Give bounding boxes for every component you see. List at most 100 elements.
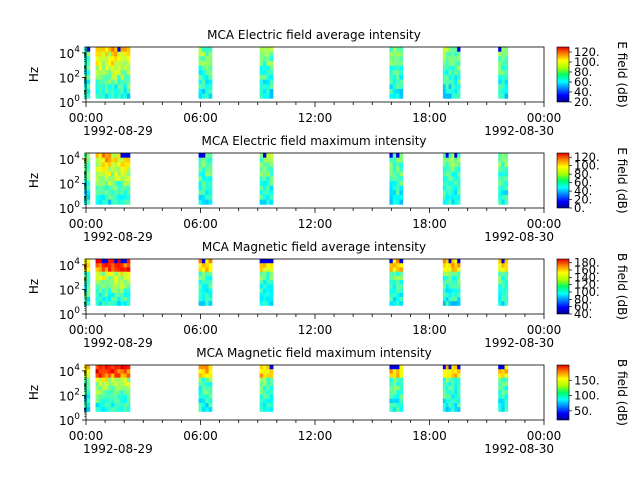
spectrogram-cell: [498, 60, 502, 67]
spectrogram-cell: [445, 88, 449, 95]
spectrogram-cell: [123, 185, 128, 191]
spectrogram-cell: [108, 288, 112, 294]
spectrogram-cell: [114, 407, 118, 412]
spectrogram-cell: [504, 390, 509, 395]
spectrogram-cell: [114, 288, 118, 294]
spectrogram-cell: [389, 166, 394, 173]
spectrogram-cell: [114, 176, 118, 182]
spectrogram-cell: [389, 153, 394, 159]
spectrogram-cell: [95, 162, 100, 168]
spectrogram-cell: [208, 259, 213, 264]
spectrogram-cell: [98, 275, 103, 281]
spectrogram-cell: [123, 166, 128, 173]
spectrogram-cell: [454, 56, 458, 62]
spectrogram-cell: [442, 373, 447, 379]
spectrogram-cell: [266, 365, 271, 370]
spectrogram-cell: [442, 51, 447, 57]
spectrogram-cell: [263, 275, 267, 281]
spectrogram-cell: [117, 377, 121, 383]
spectrogram-cell: [123, 373, 128, 379]
spectrogram-cell: [111, 292, 115, 298]
spectrogram-cell: [98, 176, 103, 182]
spectrogram-cell: [445, 162, 449, 168]
spectrogram-cell: [104, 369, 109, 374]
spectrogram-cell: [120, 284, 125, 289]
spectrogram-cell: [86, 162, 91, 168]
spectrogram-cell: [457, 190, 461, 196]
spectrogram-cell: [111, 153, 115, 159]
spectrogram-cell: [120, 275, 125, 281]
spectrogram-cell: [120, 365, 125, 370]
spectrogram-cell: [396, 84, 400, 90]
spectrogram-cell: [392, 180, 397, 187]
spectrogram-cell: [117, 153, 121, 159]
spectrogram-cell: [111, 162, 115, 168]
spectrogram-cell: [448, 365, 452, 370]
spectrogram-cell: [451, 267, 455, 273]
spectrogram-cell: [442, 162, 447, 168]
spectrogram-cell: [399, 93, 404, 99]
spectrogram-cell: [259, 176, 264, 182]
spectrogram-cell: [117, 381, 121, 387]
spectrogram-cell: [104, 292, 109, 298]
spectrogram-cell: [208, 284, 213, 289]
spectrogram-cell: [104, 185, 109, 191]
spectrogram-cell: [269, 394, 274, 400]
colorbar-tick-label: 20.: [574, 193, 592, 207]
spectrogram-cell: [389, 292, 394, 298]
spectrogram-cell: [263, 153, 267, 159]
spectrogram-cell: [117, 88, 121, 95]
spectrogram-cell: [454, 301, 458, 306]
spectrogram-cell: [114, 190, 118, 196]
colorbar-tick-label: 0.: [574, 201, 585, 215]
spectrogram-cell: [120, 79, 125, 85]
spectrogram-cell: [123, 292, 128, 298]
spectrogram-cell: [269, 398, 274, 404]
spectrogram-cell: [263, 194, 267, 201]
spectrogram-cell: [269, 51, 274, 57]
spectrogram-cell: [451, 56, 455, 62]
spectrogram-cell: [269, 292, 274, 298]
spectrogram-cell: [445, 369, 449, 374]
spectrogram-cell: [504, 47, 509, 53]
spectrogram-cell: [269, 84, 274, 90]
spectrogram-cell: [498, 386, 502, 391]
spectrogram-cell: [208, 84, 213, 90]
spectrogram-cell: [498, 280, 502, 285]
spectrogram-cell: [95, 157, 100, 163]
spectrogram-cell: [123, 157, 128, 163]
spectrogram-cell: [389, 365, 394, 370]
spectrogram-cell: [259, 157, 264, 163]
spectrogram-cell: [451, 47, 455, 53]
spectrogram-cell: [389, 194, 394, 201]
spectrogram-cell: [263, 267, 267, 273]
spectrogram-cell: [108, 301, 112, 306]
spectrogram-cell: [117, 56, 121, 62]
spectrogram-cell: [396, 176, 400, 182]
spectrogram-cell: [498, 84, 502, 90]
spectrogram-cell: [86, 176, 91, 182]
spectrogram-cell: [445, 301, 449, 306]
spectrogram-cell: [104, 386, 109, 391]
spectrogram-cell: [208, 288, 213, 294]
spectrogram-cell: [269, 301, 274, 306]
spectrogram-cell: [201, 47, 206, 53]
spectrogram-cell: [396, 365, 400, 370]
x-tick-label: 06:00: [183, 429, 218, 443]
spectrogram-cell: [208, 394, 213, 400]
spectrogram-cell: [269, 88, 274, 95]
spectrogram-cell: [501, 79, 505, 85]
spectrogram-cell: [504, 284, 509, 289]
spectrogram-cell: [198, 365, 203, 370]
spectrogram-cell: [86, 185, 91, 191]
spectrogram-cell: [498, 259, 502, 264]
spectrogram-cell: [454, 259, 458, 264]
spectrogram-cell: [454, 377, 458, 383]
spectrogram-cell: [114, 47, 118, 53]
spectrogram-cell: [208, 157, 213, 163]
spectrogram-cell: [454, 381, 458, 387]
spectrogram-cell: [98, 56, 103, 62]
spectrogram-cell: [454, 176, 458, 182]
spectrogram-cell: [208, 369, 213, 374]
spectrogram-cell: [104, 93, 109, 99]
